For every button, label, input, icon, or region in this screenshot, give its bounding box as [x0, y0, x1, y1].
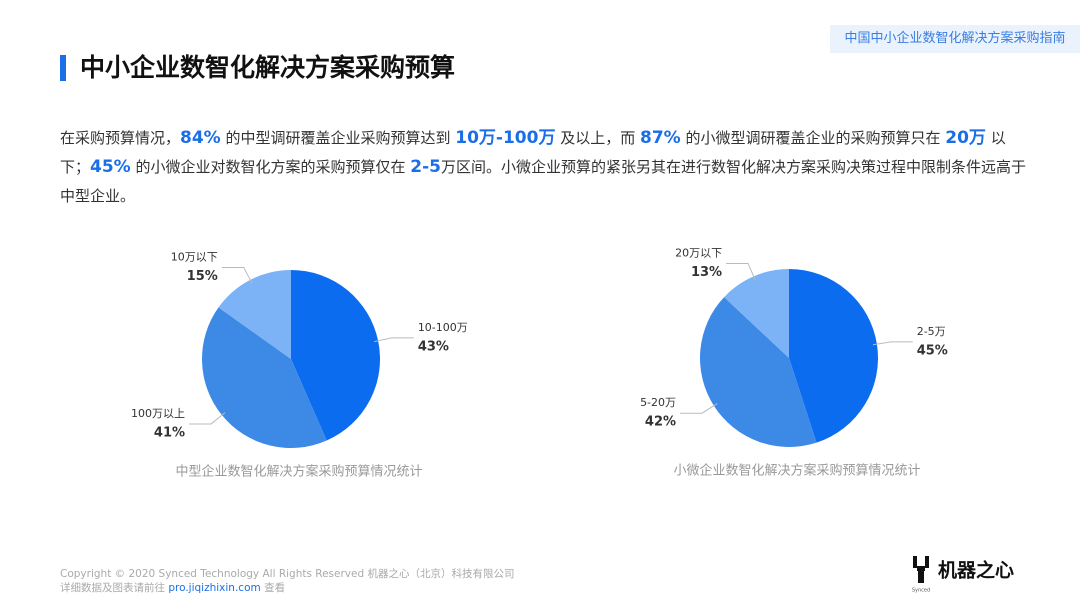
leader-line	[680, 403, 718, 414]
highlight: 10万-100万	[455, 128, 556, 148]
pie-slice	[202, 307, 327, 449]
text: 以下；	[60, 129, 1006, 176]
chart-title: 中型企业数智化解决方案采购预算情况统计	[175, 464, 422, 480]
slice-value: 42%	[645, 415, 676, 430]
highlight: 20万	[945, 128, 986, 148]
slice-value: 45%	[917, 343, 948, 358]
pie-slice	[218, 270, 291, 359]
text: 万区间。小微企业预算的紧张另其在进行数智化解决方案采购决策过程中限制条件远高于中…	[60, 158, 1026, 205]
slice-value: 13%	[691, 265, 722, 280]
text: 在采购预算情况，	[60, 129, 181, 147]
slice-value: 43%	[418, 339, 449, 354]
paragraph: 在采购预算情况，84% 的中型调研覆盖企业采购预算达到 10万-100万 及以上…	[60, 124, 1030, 211]
text: 查看	[260, 582, 286, 594]
text: 及以上，而	[555, 129, 641, 147]
text: 详细数据及图表请前往	[60, 582, 169, 594]
text: 的小微企业对数智化方案的采购预算仅在	[130, 158, 411, 176]
logo: 机器之心	[938, 559, 1014, 582]
footer-note: 详细数据及图表请前往 pro.jiqizhixin.com 查看	[60, 580, 285, 595]
leader-line	[872, 341, 913, 346]
slice-label: 10万以下	[171, 250, 218, 263]
slice-label: 100万以上	[131, 407, 185, 420]
leader-line	[221, 266, 253, 284]
text: 的小微型调研覆盖企业的采购预算只在	[680, 129, 946, 147]
slice-label: 5-20万	[640, 396, 676, 409]
logo-sub: Synced	[912, 588, 930, 594]
slice-label: 20万以下	[675, 246, 722, 259]
slice-label: 2-5万	[917, 325, 946, 338]
pie-slice	[291, 270, 381, 441]
logo-icon	[913, 556, 929, 583]
text: 的中型调研覆盖企业采购预算达到	[220, 129, 456, 147]
pie-slice	[789, 269, 879, 443]
leader-line	[189, 412, 226, 425]
highlight: 84%	[180, 128, 221, 148]
copyright: Copyright © 2020 Synced Technology All R…	[60, 568, 515, 580]
title-bar	[60, 55, 66, 81]
title: 中小企业数智化解决方案采购预算	[80, 53, 456, 82]
chart-title: 小微企业数智化解决方案采购预算情况统计	[673, 463, 920, 479]
pie-slice	[700, 297, 817, 448]
slice-value: 15%	[187, 269, 218, 284]
header-tag: 中国中小企业数智化解决方案采购指南	[830, 25, 1080, 53]
slice-value: 41%	[154, 425, 185, 440]
slice-label: 10-100万	[418, 321, 468, 334]
leader-line	[726, 262, 756, 281]
pie-slice	[724, 269, 789, 358]
leader-line	[374, 337, 414, 343]
link[interactable]: pro.jiqizhixin.com	[168, 582, 261, 594]
highlight: 87%	[640, 128, 681, 148]
highlight: 2-5	[410, 157, 441, 177]
highlight: 45%	[90, 157, 131, 177]
